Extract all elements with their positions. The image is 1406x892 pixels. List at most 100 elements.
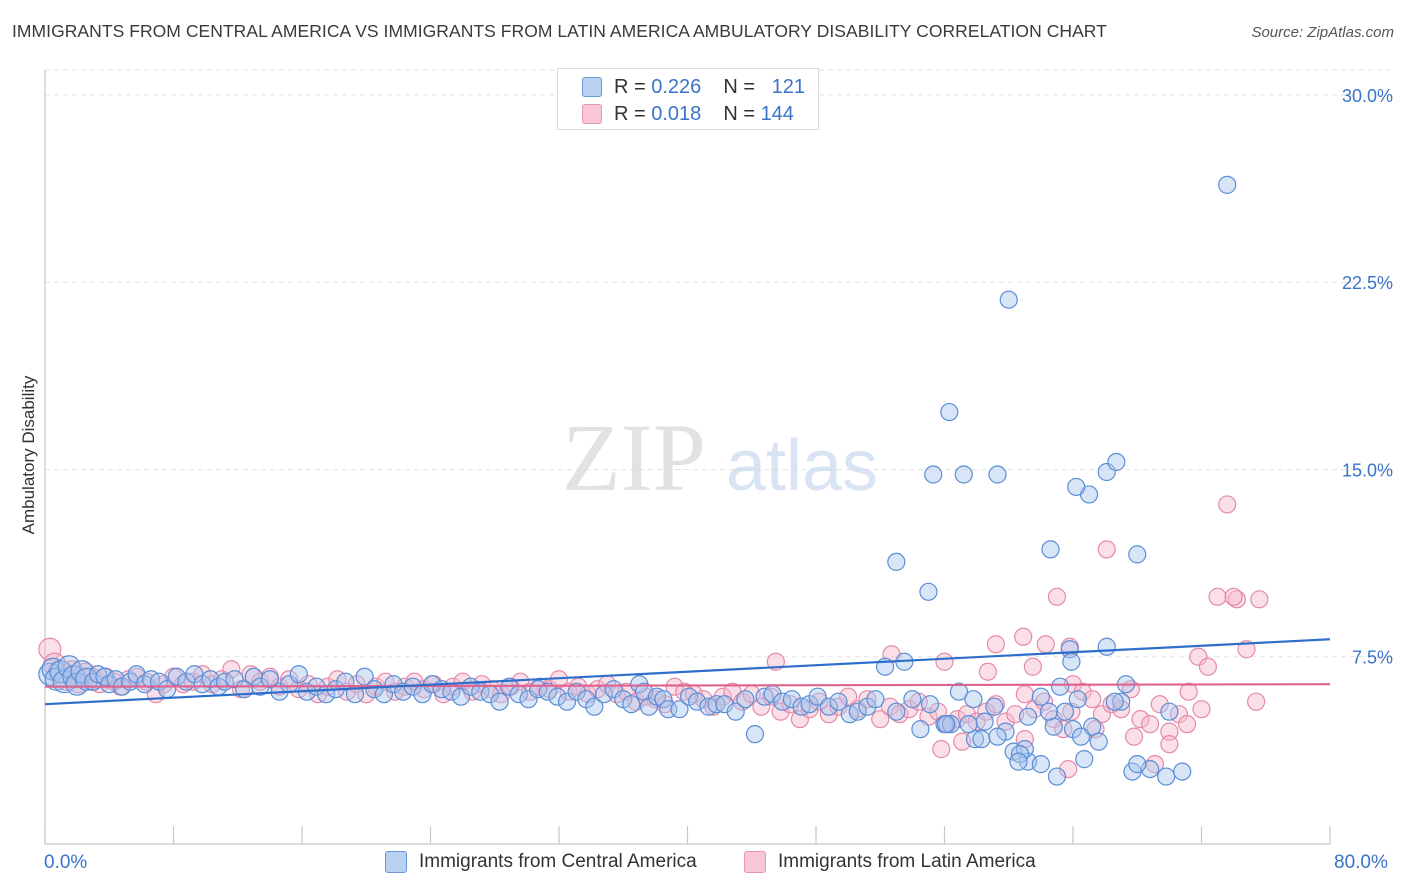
data-point — [1124, 727, 1144, 746]
data-point — [1023, 657, 1042, 676]
data-point — [1014, 627, 1033, 646]
legend-swatch-blue — [385, 851, 407, 873]
y-tick-label: 15.0% — [1342, 460, 1393, 480]
data-point — [1208, 587, 1227, 606]
data-point — [1039, 702, 1059, 721]
data-point — [260, 670, 279, 689]
data-point — [1160, 702, 1179, 721]
legend-n-value: 121 — [771, 75, 806, 98]
data-point — [1097, 637, 1116, 656]
data-point — [1044, 717, 1063, 736]
legend-r-label: R = — [614, 102, 646, 125]
data-point — [819, 697, 838, 716]
data-point — [1047, 587, 1067, 606]
correlation-legend: R = 0.226 N = 121 R = 0.018 N = 144 — [557, 68, 819, 130]
data-point — [280, 670, 299, 689]
data-point — [1062, 652, 1081, 671]
data-point — [924, 465, 943, 484]
data-point — [106, 670, 125, 689]
trend-line-central-america — [44, 638, 1331, 706]
data-point — [665, 677, 684, 696]
data-point — [871, 710, 890, 729]
data-point — [1250, 590, 1269, 609]
data-point — [972, 730, 991, 749]
data-point — [1150, 695, 1169, 714]
data-point — [567, 682, 586, 701]
data-point — [1173, 762, 1192, 781]
data-point — [1034, 692, 1054, 711]
legend-swatch-pink — [744, 851, 766, 873]
grid-lines — [45, 69, 1392, 658]
data-point — [839, 687, 858, 706]
legend-r-label: R = — [614, 75, 646, 98]
data-point — [986, 635, 1006, 654]
y-tick-label: 30.0% — [1342, 86, 1393, 106]
data-point — [1224, 587, 1243, 606]
data-point — [975, 712, 994, 731]
x-tick-label-min: 0.0% — [44, 852, 88, 873]
legend-item-latin-america: Immigrants from Latin America — [744, 851, 1036, 873]
watermark-zip: ZIP — [562, 404, 706, 511]
data-point — [1067, 477, 1086, 497]
trend-line-latin-america — [44, 683, 1331, 688]
data-point — [903, 690, 922, 709]
data-point — [1131, 710, 1150, 729]
data-point — [1177, 715, 1197, 734]
data-point — [745, 725, 765, 744]
data-point — [988, 727, 1007, 746]
data-point — [1218, 495, 1237, 514]
data-point — [538, 682, 557, 701]
data-point — [622, 695, 641, 714]
chart-source: Source: ZipAtlas.com — [1251, 24, 1394, 41]
data-point — [38, 637, 62, 661]
y-axis-label: Ambulatory Disability — [19, 375, 38, 535]
data-point — [1089, 732, 1108, 751]
data-point — [1009, 752, 1028, 771]
legend-r-value: 0.018 — [651, 102, 702, 125]
data-point — [1036, 635, 1055, 654]
data-point — [1051, 677, 1070, 696]
data-point — [726, 702, 745, 721]
data-point — [289, 665, 308, 684]
data-point — [887, 552, 906, 571]
watermark-atlas: atlas — [726, 426, 878, 506]
data-point — [1010, 745, 1030, 764]
data-point — [988, 465, 1007, 484]
data-point — [1107, 452, 1126, 472]
data-point — [887, 702, 906, 721]
legend-n-value: 144 — [760, 102, 794, 125]
data-point — [733, 692, 752, 711]
chart-title: IMMIGRANTS FROM CENTRAL AMERICA VS IMMIG… — [12, 21, 1107, 41]
data-point — [1097, 462, 1116, 482]
data-point — [1157, 767, 1176, 786]
data-point — [890, 705, 909, 724]
watermark: ZIP atlas — [562, 404, 878, 511]
data-point — [941, 715, 961, 734]
y-tick-label: 7.5% — [1352, 648, 1393, 668]
data-point — [1237, 640, 1256, 659]
legend-row-latin-america: R = 0.018 N = 144 — [582, 102, 794, 126]
legend-item-label: Immigrants from Central America — [419, 851, 697, 872]
data-point — [1128, 545, 1147, 564]
data-point — [999, 290, 1018, 309]
data-point — [959, 715, 978, 734]
data-point — [782, 690, 802, 709]
data-point — [490, 692, 509, 711]
legend-n-label: N = — [723, 102, 755, 125]
data-point — [1041, 540, 1060, 559]
data-point — [1112, 700, 1131, 719]
data-point — [394, 682, 413, 701]
data-point — [996, 712, 1015, 731]
data-point — [1189, 647, 1208, 666]
legend-row-central-america: R = 0.226 N = 121 — [582, 75, 805, 99]
data-point — [585, 697, 604, 716]
legend-item-label: Immigrants from Latin America — [778, 851, 1036, 872]
data-point — [670, 700, 689, 719]
data-point — [1192, 700, 1211, 719]
trend-lines — [44, 638, 1331, 706]
data-point — [1031, 687, 1050, 706]
data-point — [911, 720, 930, 739]
data-point — [1160, 735, 1179, 754]
data-point — [819, 705, 838, 724]
data-point — [688, 692, 707, 711]
